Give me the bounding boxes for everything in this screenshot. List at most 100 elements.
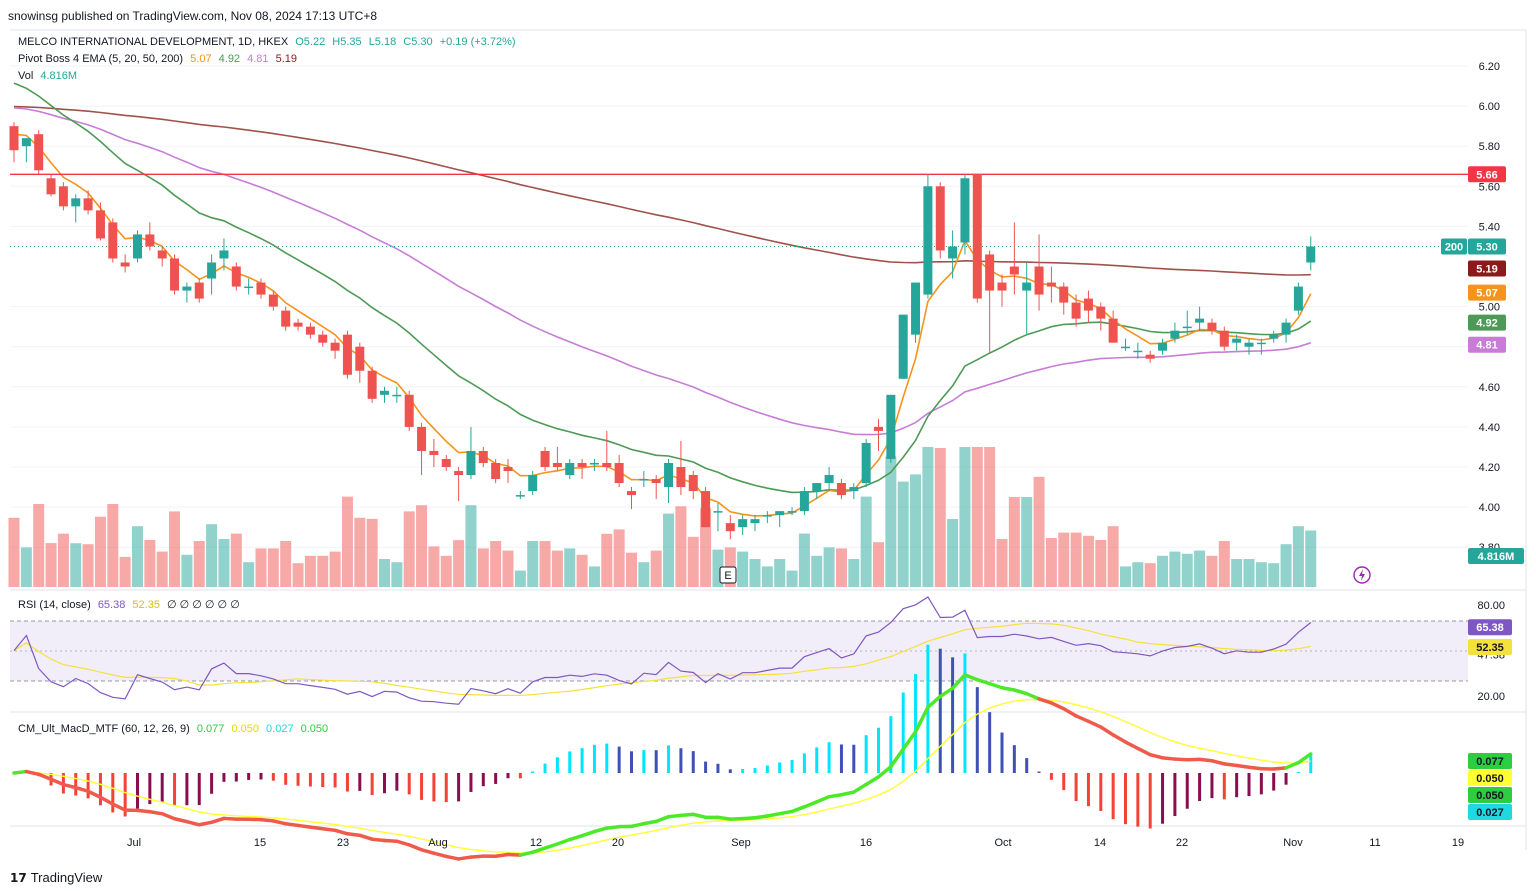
publish-info: snowinsg published on TradingView.com, N…	[8, 9, 378, 23]
rsi-legend[interactable]: RSI (14, close) 65.38 52.35 ∅ ∅ ∅ ∅ ∅ ∅	[18, 598, 244, 611]
ohlc-close: C5.30	[403, 36, 433, 48]
volume-bar	[230, 533, 242, 587]
macd-line-segment	[1111, 733, 1128, 744]
macd-badge	[1468, 770, 1512, 786]
macd-histogram-bar	[1037, 771, 1041, 773]
volume-bar	[428, 546, 440, 587]
candle-body	[849, 487, 859, 492]
volume-bar	[737, 551, 749, 587]
macd-histogram-bar	[790, 759, 794, 773]
volume-legend[interactable]: Vol 4.816M	[18, 70, 81, 82]
macd-histogram-bar	[210, 773, 214, 794]
macd-histogram-bar	[383, 773, 386, 794]
macd-line-segment	[580, 829, 597, 838]
candle-body	[750, 519, 760, 524]
macd-histogram-bar	[951, 657, 955, 773]
candle-body	[886, 394, 896, 459]
candle-body	[787, 511, 797, 513]
macd-histogram-bar	[667, 745, 671, 773]
macd-line-segment	[901, 730, 918, 751]
macd-line-segment	[642, 819, 658, 826]
price-badge	[1468, 314, 1506, 331]
volume-bar	[1033, 476, 1045, 587]
ema-5-line	[13, 133, 1312, 517]
candle-body	[985, 254, 995, 291]
volume-bar	[453, 540, 465, 587]
candle-body	[824, 475, 834, 484]
volume-bar	[119, 556, 131, 587]
ema-200-line	[13, 105, 1311, 276]
candle-body	[293, 322, 303, 327]
macd-histogram-bar	[321, 773, 325, 788]
macd-line-segment	[209, 816, 226, 825]
volume-bar	[1292, 526, 1304, 587]
macd-histogram-bar	[1161, 773, 1165, 824]
macd-line-segment	[852, 782, 868, 794]
time-axis[interactable]: Jul 15 23 Aug 12 20 Sep 16 Oct 14 22 Nov 11 19	[127, 837, 1464, 849]
rsi-value: 65.38	[97, 599, 126, 611]
earnings-marker-icon[interactable]: E	[719, 566, 737, 584]
ohlc-change: +0.19 (+3.72%)	[439, 36, 516, 48]
macd-line-segment	[1222, 762, 1239, 768]
volume-bar	[539, 541, 551, 587]
macd-line-segment	[1012, 688, 1029, 696]
candle-body	[972, 174, 982, 299]
macd-histogram-bar	[518, 773, 522, 779]
time-tick-label: Nov	[1283, 837, 1303, 849]
volume-bar	[440, 555, 452, 587]
candle-body	[1182, 326, 1192, 329]
symbol-legend[interactable]: MELCO INTERNATIONAL DEVELOPMENT, 1D, HKE…	[18, 36, 520, 48]
tradingview-logo[interactable]: 𝟭𝟳 TradingView	[10, 870, 102, 885]
macd-histogram-bar	[864, 735, 868, 773]
macd-histogram-bar	[889, 716, 893, 773]
macd-histogram-bar	[1247, 773, 1251, 796]
candle-body	[874, 426, 883, 431]
macd-legend[interactable]: CM_Ult_MacD_MTF (60, 12, 26, 9) 0.077 0.…	[18, 723, 332, 735]
macd-line-segment	[370, 837, 387, 843]
volume-bar	[416, 505, 428, 587]
candle-body	[1121, 346, 1130, 349]
candle-body	[1195, 318, 1205, 323]
volume-bar	[1305, 530, 1317, 587]
macd-line-segment	[913, 705, 930, 734]
macd-line-segment	[61, 782, 78, 790]
macd-line-segment	[1049, 701, 1066, 711]
macd-line-segment	[419, 848, 436, 855]
volume-bar	[8, 517, 20, 587]
macd-histogram-bar	[839, 744, 843, 773]
volume-bar	[897, 481, 909, 587]
volume-bar	[1181, 553, 1193, 587]
volume-bar	[910, 474, 922, 587]
macd-line-segment	[358, 833, 374, 841]
macd-line-segment	[605, 824, 621, 830]
volume-bar	[267, 548, 279, 587]
macd-histogram-bar	[1198, 773, 1202, 801]
macd-line-segment	[864, 775, 881, 787]
ema-legend[interactable]: Pivot Boss 4 EMA (5, 20, 50, 200) 5.07 4…	[18, 53, 301, 65]
macd-histogram-bar	[333, 773, 337, 788]
macd-badge	[1468, 804, 1512, 820]
volume-bar	[20, 547, 32, 587]
macd-axis: 0.077 0.050 0.050 0.027	[1468, 753, 1512, 820]
candle-body	[775, 511, 785, 516]
candle-body	[120, 262, 130, 267]
macd-histogram-bar	[802, 753, 806, 773]
macd-histogram-bar	[778, 762, 782, 773]
price-axis[interactable]: 6.206.005.805.605.405.004.804.604.404.20…	[1479, 61, 1500, 554]
macd-line-segment	[148, 810, 164, 816]
macd-line-segment	[74, 785, 90, 793]
candle-body	[244, 286, 254, 289]
macd-histogram-bar	[1099, 773, 1103, 812]
macd-badge-label: 0.050	[1476, 790, 1504, 802]
candle-body	[219, 250, 229, 259]
rsi-label: RSI (14, close)	[18, 599, 91, 611]
volume-bar	[823, 547, 835, 587]
lightning-icon[interactable]	[1353, 566, 1371, 584]
macd-line-segment	[740, 815, 757, 821]
volume-bar	[551, 550, 563, 587]
macd-histogram-bar	[1173, 773, 1177, 817]
candle-body	[688, 475, 698, 492]
volume-bar	[959, 447, 971, 587]
macd-histogram-bar	[988, 712, 992, 773]
